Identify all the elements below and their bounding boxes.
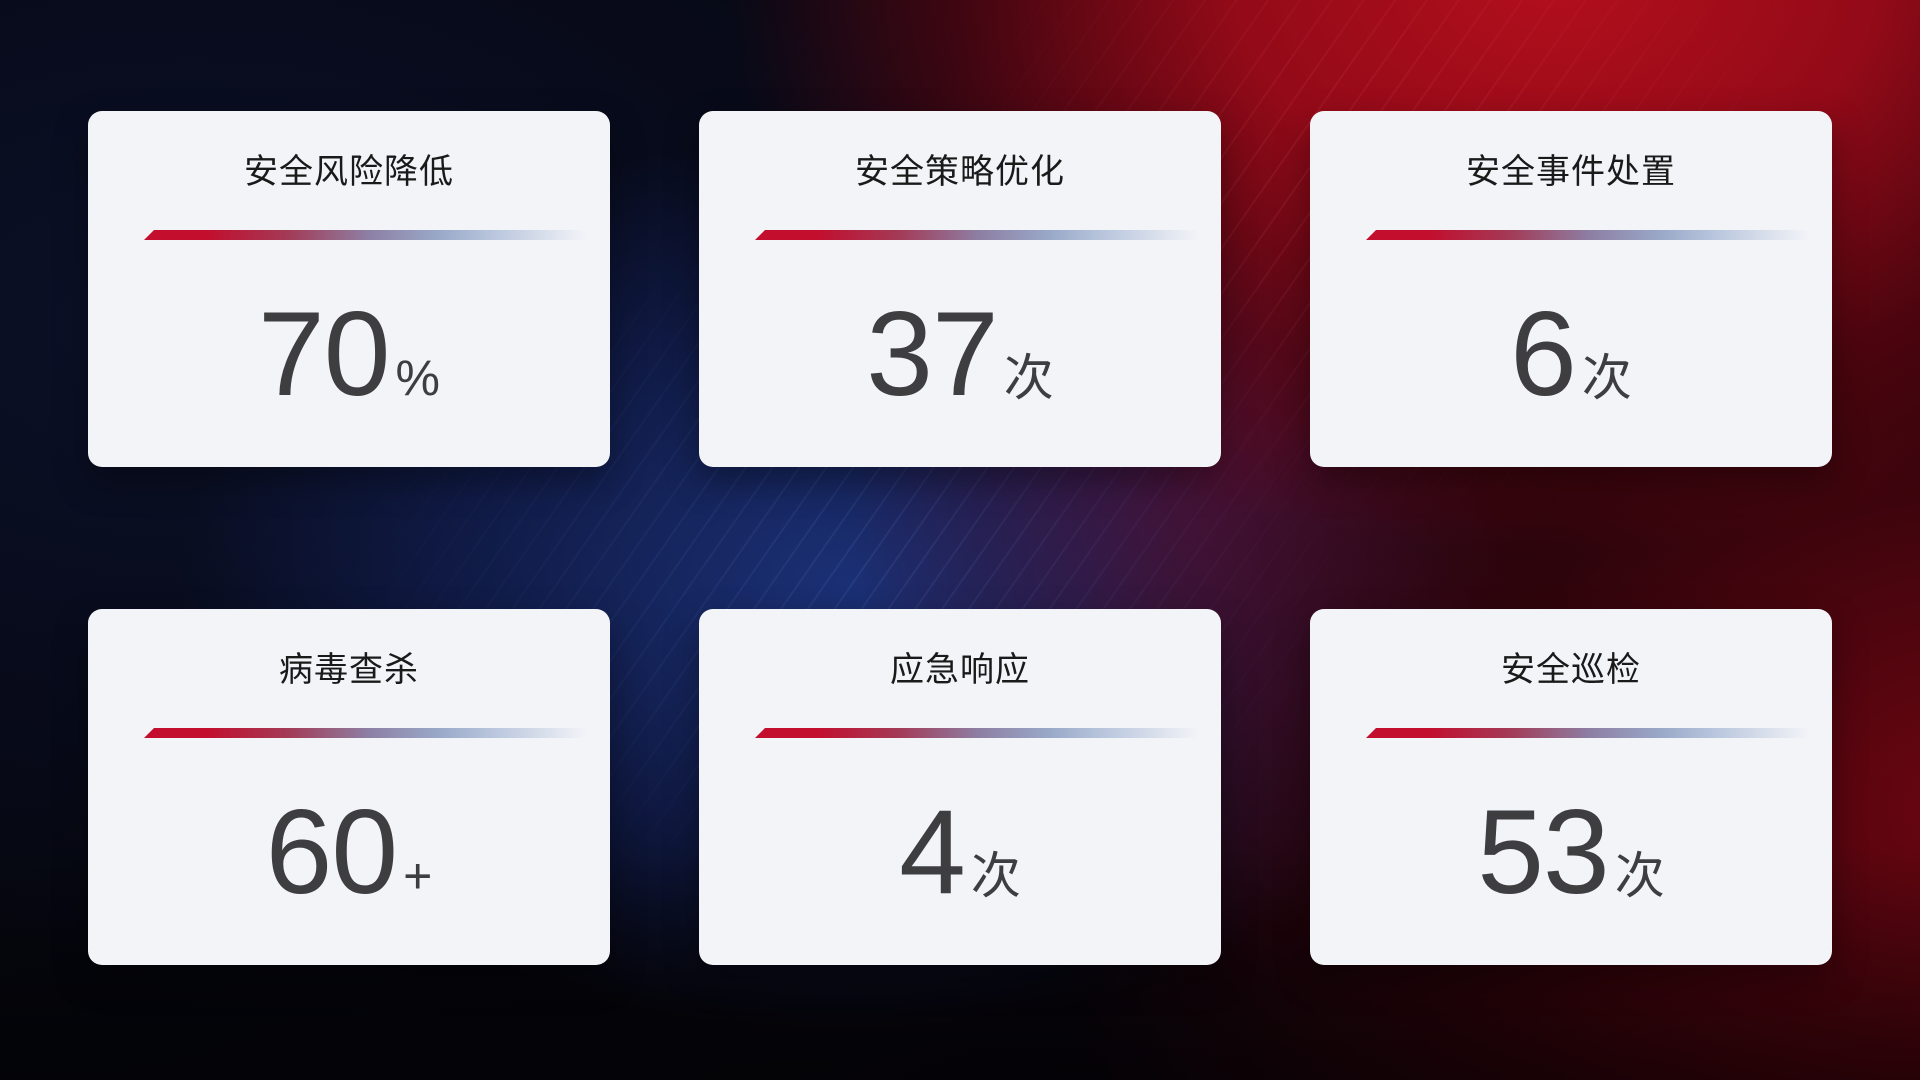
card-value-suffix: % bbox=[395, 349, 440, 406]
stat-card-emergency-response: 应急响应 4 次 bbox=[699, 609, 1221, 965]
stat-card-grid: 安全风险降低 70 % 安全策略优化 37 次 安全事件处置 6 次 bbox=[88, 111, 1832, 965]
stat-card-incident-handling: 安全事件处置 6 次 bbox=[1310, 111, 1832, 467]
card-title: 安全策略优化 bbox=[855, 153, 1065, 191]
card-value: 53 bbox=[1477, 784, 1609, 919]
card-value-row: 60 + bbox=[266, 792, 433, 912]
card-value: 4 bbox=[899, 784, 966, 919]
card-value-area: 37 次 bbox=[699, 240, 1221, 467]
card-value-row: 70 % bbox=[258, 294, 440, 414]
card-value-suffix: 次 bbox=[970, 847, 1021, 904]
card-title: 病毒查杀 bbox=[279, 651, 419, 689]
card-divider bbox=[1366, 230, 1814, 240]
card-value-row: 53 次 bbox=[1477, 792, 1664, 912]
stat-card-virus-scan: 病毒查杀 60 + bbox=[88, 609, 610, 965]
card-value-suffix: 次 bbox=[1581, 349, 1632, 406]
card-divider bbox=[755, 728, 1203, 738]
card-value-row: 37 次 bbox=[866, 294, 1053, 414]
card-value-area: 4 次 bbox=[699, 738, 1221, 965]
stat-card-risk-reduction: 安全风险降低 70 % bbox=[88, 111, 610, 467]
card-value-row: 4 次 bbox=[899, 792, 1021, 912]
card-title: 安全巡检 bbox=[1501, 651, 1641, 689]
card-value-row: 6 次 bbox=[1510, 294, 1632, 414]
card-value-area: 53 次 bbox=[1310, 738, 1832, 965]
card-value: 37 bbox=[866, 286, 998, 421]
card-value-suffix: + bbox=[403, 847, 433, 904]
card-title: 安全事件处置 bbox=[1466, 153, 1676, 191]
card-value: 60 bbox=[265, 784, 398, 919]
stat-card-security-inspection: 安全巡检 53 次 bbox=[1310, 609, 1832, 965]
card-divider bbox=[144, 728, 592, 738]
card-value-area: 70 % bbox=[88, 240, 610, 467]
card-divider bbox=[1366, 728, 1814, 738]
stat-card-policy-optimization: 安全策略优化 37 次 bbox=[699, 111, 1221, 467]
card-value: 70 bbox=[258, 286, 390, 421]
card-value-suffix: 次 bbox=[1614, 847, 1665, 904]
card-divider bbox=[144, 230, 592, 240]
card-divider bbox=[755, 230, 1203, 240]
card-title: 应急响应 bbox=[890, 651, 1030, 689]
card-value-area: 60 + bbox=[88, 738, 610, 965]
card-value-suffix: 次 bbox=[1003, 349, 1054, 406]
card-title: 安全风险降低 bbox=[244, 153, 454, 191]
card-value-area: 6 次 bbox=[1310, 240, 1832, 467]
card-value: 6 bbox=[1510, 286, 1577, 421]
